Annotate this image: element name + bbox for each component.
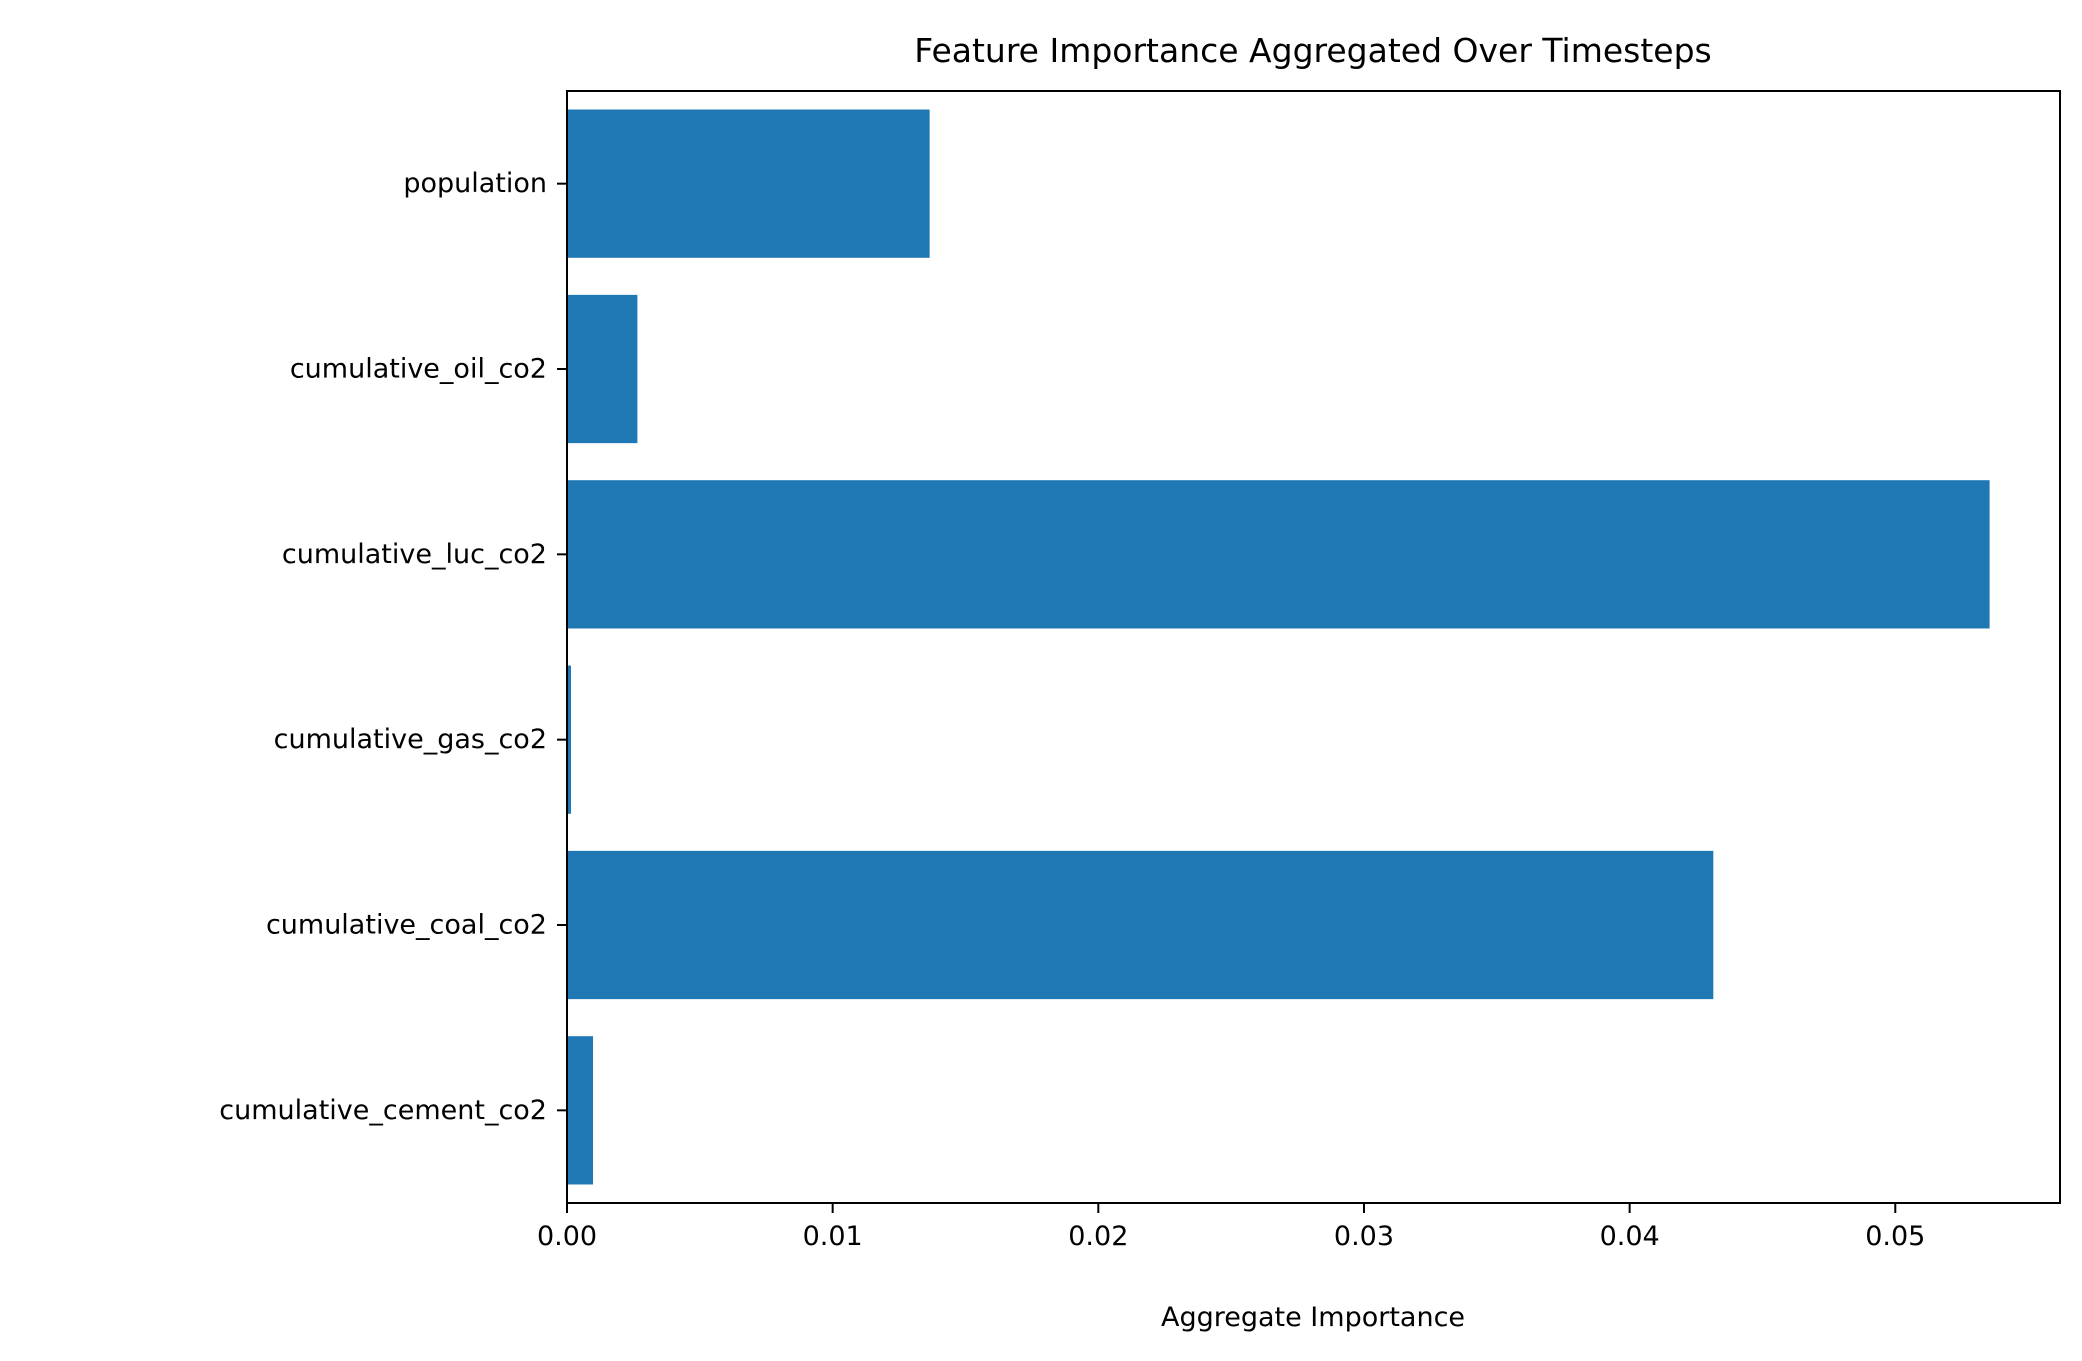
bar-cumulative-gas-co2 [567,665,571,814]
plot-area: cumulative_cement_co2 cumulative_coal_co2… [219,90,2061,1252]
x-tick-label: 0.00 [537,1221,597,1252]
y-tick-label: cumulative_luc_co2 [282,539,547,570]
y-tick-label: cumulative_oil_co2 [290,354,547,385]
x-tick-label: 0.01 [803,1221,863,1252]
bar-cumulative-coal-co2 [567,850,1714,1000]
bar-cumulative-cement-co2 [567,1036,594,1185]
x-tick-label: 0.02 [1068,1221,1128,1252]
x-axis-label: Aggregate Importance [1161,1302,1465,1333]
bar-population [567,109,930,258]
bar-cumulative-luc-co2 [567,480,1990,629]
chart-title: Feature Importance Aggregated Over Times… [914,31,1711,70]
bar-cumulative-oil-co2 [567,294,638,444]
y-tick-label: population [403,168,547,199]
x-tick-label: 0.04 [1600,1221,1660,1252]
x-tick-label: 0.05 [1865,1221,1925,1252]
x-tick-label: 0.03 [1334,1221,1394,1252]
y-tick-label: cumulative_gas_co2 [274,724,547,755]
y-tick-label: cumulative_coal_co2 [266,910,547,941]
y-tick-label: cumulative_cement_co2 [219,1095,547,1126]
plot-frame [566,90,2061,1204]
